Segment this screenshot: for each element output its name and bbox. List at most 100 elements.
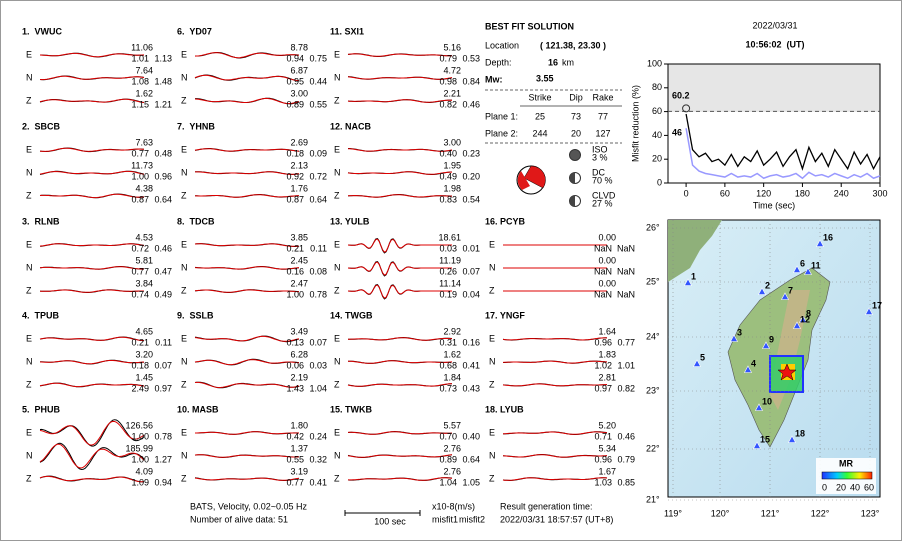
waveform-synthetic: [194, 381, 300, 389]
waveform-synthetic: [347, 171, 452, 175]
amplitude: 3.00: [443, 137, 461, 147]
component-label: E: [26, 49, 32, 59]
amplitude: 4.38: [135, 183, 153, 193]
waveform-synthetic: [347, 76, 453, 80]
misfit2: 0.41: [462, 360, 480, 370]
amplitude: 7.63: [135, 137, 153, 147]
misfit1: 0.26: [439, 266, 457, 276]
colorbar-tick: 60: [864, 482, 874, 492]
station-marker: [754, 403, 764, 411]
component-label: Z: [26, 285, 32, 295]
misfit1: 1.08: [131, 76, 149, 86]
component-label: E: [26, 239, 32, 249]
component-label: E: [334, 333, 340, 343]
misfit2: 0.24: [309, 431, 327, 441]
station-marker: [683, 278, 693, 286]
amplitude: 11.19: [439, 255, 461, 265]
station-title: 12. NACB: [330, 121, 372, 131]
map-lat-label: 21°: [646, 494, 660, 504]
amplitude: 1.64: [598, 326, 616, 336]
amplitude: 4.65: [135, 326, 153, 336]
misfit2: 0.78: [309, 289, 327, 299]
amplitude: 1.67: [598, 466, 616, 476]
misfit2: 0.96: [154, 171, 172, 181]
x-tick-label: 0: [684, 188, 689, 198]
station-title: 4. TPUB: [22, 310, 60, 320]
amplitude: 3.20: [135, 349, 153, 359]
waveform-observed: [39, 419, 145, 447]
amplitude: 1.45: [135, 372, 153, 382]
misfit2: 1.13: [154, 53, 172, 63]
table-header: Dip: [569, 92, 583, 102]
misfit1: 0.16: [286, 266, 304, 276]
misfit2: 0.46: [154, 243, 172, 253]
misfit1: 1.04: [439, 477, 457, 487]
amplitude: 2.21: [443, 88, 461, 98]
mw: 3.55: [536, 73, 554, 83]
component-label: N: [26, 72, 33, 82]
amplitude: 2.81: [598, 372, 616, 382]
amplitude: 4.09: [135, 466, 153, 476]
plane-label: Plane 2:: [485, 128, 518, 138]
location-label: Location: [485, 40, 519, 50]
time-scale-label: 100 sec: [374, 516, 406, 526]
component-label: E: [334, 239, 340, 249]
misfit2: 0.07: [154, 360, 172, 370]
waveform-synthetic: [39, 289, 144, 293]
component-label: Z: [26, 190, 32, 200]
waveform-synthetic: [39, 336, 145, 341]
waveform-synthetic: [194, 454, 300, 458]
component-label: Z: [334, 379, 340, 389]
filter-info: BATS, Velocity, 0.02~0.05 Hz: [190, 501, 307, 511]
station-number: 10: [762, 396, 772, 406]
amplitude: 3.49: [290, 326, 308, 336]
misfit1: 0.21: [286, 243, 304, 253]
misfit2: 0.43: [462, 383, 480, 393]
station-marker: [780, 292, 790, 300]
misfit1: 0.97: [594, 383, 612, 393]
depth-label: Depth:: [485, 57, 512, 67]
misfit1: 1.03: [594, 477, 612, 487]
component-value: 3 %: [592, 152, 608, 162]
station-number: 3: [737, 327, 742, 337]
station-marker: [792, 321, 802, 329]
misfit2: 0.49: [154, 289, 172, 299]
waveform-synthetic: [194, 148, 300, 152]
component-label: E: [489, 333, 495, 343]
amplitude: 2.13: [290, 160, 308, 170]
plane-value: 244: [532, 128, 547, 138]
misfit2: 0.44: [309, 76, 327, 86]
misfit1: 0.77: [131, 266, 149, 276]
waveform-synthetic: [194, 477, 300, 481]
component-label: N: [334, 356, 341, 366]
component-label: E: [181, 49, 187, 59]
waveform-synthetic: [502, 477, 608, 481]
initial-label: 46: [672, 128, 682, 138]
component-label: N: [489, 356, 496, 366]
misfit1: 0.87: [286, 194, 304, 204]
waveform-synthetic: [195, 431, 300, 435]
misfit1: 0.70: [439, 431, 457, 441]
component-label: N: [26, 262, 33, 272]
misfit2: 0.41: [309, 477, 327, 487]
misfit2: NaN: [617, 289, 635, 299]
station-title: 11. SXI1: [330, 26, 364, 36]
misfit2: 0.07: [462, 266, 480, 276]
component-icon-fill: [569, 195, 575, 207]
above-best-region: [668, 64, 880, 112]
misfit1: NaN: [594, 266, 612, 276]
misfit2: 1.21: [154, 99, 172, 109]
misfit2: 0.75: [309, 53, 327, 63]
misfit1: 1.00: [286, 289, 304, 299]
misfit2: 0.08: [309, 266, 327, 276]
location: ( 121.38, 23.30 ): [540, 40, 606, 50]
map-lat-label: 23°: [646, 385, 660, 395]
waveform-synthetic: [348, 337, 453, 341]
colorbar-tick: 20: [836, 482, 846, 492]
waveform-synthetic: [39, 243, 145, 247]
y-tick-label: 80: [652, 82, 662, 92]
amplitude: 5.57: [443, 420, 461, 430]
misfit2: 0.01: [462, 243, 480, 253]
amplitude: 6.87: [290, 65, 308, 75]
